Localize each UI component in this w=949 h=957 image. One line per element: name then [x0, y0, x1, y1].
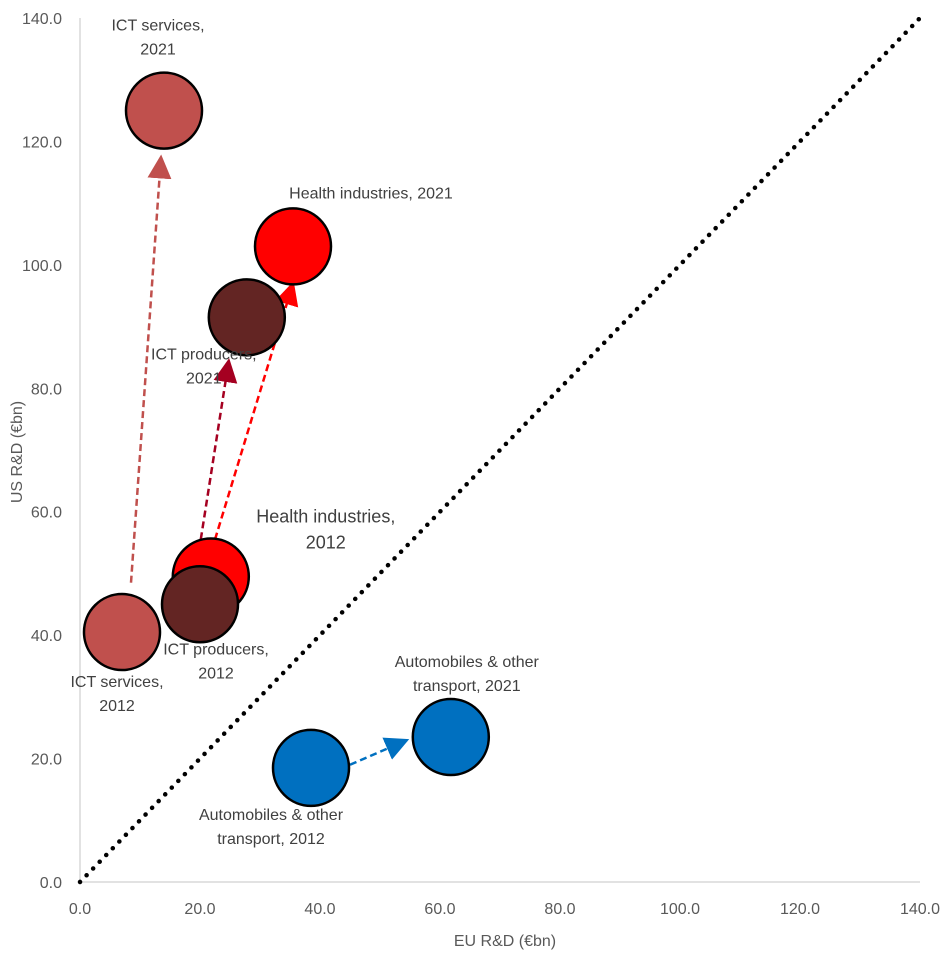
data-label: ICT services, [111, 18, 204, 35]
data-label: 2012 [306, 533, 346, 553]
y-axis-label: US R&D (€bn) [9, 401, 26, 503]
y-tick-label: 60.0 [31, 505, 62, 522]
data-label: ICT producers, [163, 641, 269, 658]
data-label: transport, 2021 [413, 678, 521, 695]
data-points [82, 71, 491, 808]
y-tick-label: 40.0 [31, 628, 62, 645]
data-point [160, 565, 240, 644]
x-tick-label: 80.0 [544, 901, 575, 918]
data-label: 2012 [99, 698, 135, 715]
data-label: 2012 [198, 665, 234, 682]
data-label: Automobiles & other [395, 654, 540, 671]
data-point [411, 697, 491, 777]
data-point [207, 278, 287, 357]
y-tick-label: 100.0 [22, 258, 62, 275]
diagonal-reference-line [77, 15, 923, 885]
data-label: 2021 [186, 370, 222, 387]
data-point [124, 71, 204, 150]
trend-arrow [129, 154, 172, 583]
y-tick-label: 20.0 [31, 752, 62, 769]
x-tick-label: 40.0 [304, 901, 335, 918]
data-labels: ICT services, 2021 ICT services, 2012 Health… [70, 18, 539, 848]
y-tick-label: 120.0 [22, 134, 62, 151]
x-tick-label: 140.0 [900, 901, 940, 918]
data-label: Health industries, [256, 507, 395, 527]
y-tick-label: 140.0 [22, 11, 62, 28]
reference-line [77, 15, 923, 885]
y-tick-label: 80.0 [31, 381, 62, 398]
data-label: transport, 2012 [217, 831, 325, 848]
x-tick-label: 120.0 [780, 901, 820, 918]
x-tick-label: 100.0 [660, 901, 700, 918]
data-label: Health industries, 2021 [289, 185, 453, 202]
data-label: Automobiles & other [199, 807, 344, 824]
y-tick-label: 0.0 [40, 875, 62, 892]
data-label: 2021 [140, 42, 176, 59]
data-point [271, 728, 351, 808]
axes: 0.0 20.0 40.0 60.0 80.0 100.0 120.0 140.0 0.0 20.… [22, 11, 940, 918]
trend-arrow [349, 737, 410, 766]
x-axis-label: EU R&D (€bn) [454, 933, 556, 950]
data-label: ICT producers, [151, 346, 257, 363]
data-point [82, 592, 162, 672]
data-label: ICT services, [70, 674, 163, 691]
x-tick-label: 60.0 [424, 901, 455, 918]
x-tick-label: 20.0 [184, 901, 215, 918]
data-point [253, 207, 333, 286]
x-tick-label: 0.0 [69, 901, 91, 918]
